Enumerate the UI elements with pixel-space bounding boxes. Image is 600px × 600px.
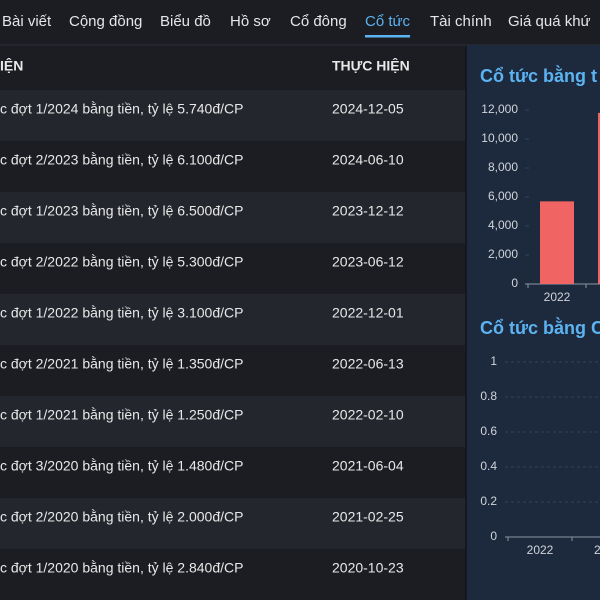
- y-tick-label: 0.4: [480, 459, 497, 473]
- row-description: c đợt 2/2020 bằng tiền, tỷ lệ 2.000đ/CP: [0, 509, 243, 525]
- table-row: [0, 192, 465, 243]
- row-date: 2024-06-10: [332, 152, 404, 168]
- row-date: 2023-12-12: [332, 203, 404, 219]
- nav-tab[interactable]: Giá quá khứ: [508, 13, 591, 30]
- row-date: 2024-12-05: [332, 101, 404, 117]
- table-row: [0, 549, 465, 600]
- row-description: c đợt 3/2020 bằng tiền, tỷ lệ 1.480đ/CP: [0, 458, 243, 474]
- table-row: [0, 90, 465, 141]
- y-tick-label: 4,000: [488, 218, 518, 232]
- x-tick-label: 2022: [544, 290, 571, 304]
- nav-tab[interactable]: Hồ sơ: [230, 13, 271, 30]
- table-row: [0, 498, 465, 549]
- row-description: c đợt 1/2024 bằng tiền, tỷ lệ 5.740đ/CP: [0, 101, 243, 117]
- x-tick-label: 2022: [527, 543, 554, 557]
- row-date: 2023-06-12: [332, 254, 404, 270]
- y-tick-label: 6,000: [488, 189, 518, 203]
- row-description: c đợt 1/2020 bằng tiền, tỷ lệ 2.840đ/CP: [0, 560, 243, 576]
- y-tick-label: 0.8: [480, 389, 497, 403]
- table-row: [0, 396, 465, 447]
- row-date: 2022-12-01: [332, 305, 404, 321]
- y-tick-label: 10,000: [481, 131, 518, 145]
- table-row: [0, 345, 465, 396]
- row-date: 2021-02-25: [332, 509, 404, 525]
- table-row: [0, 243, 465, 294]
- row-description: c đợt 2/2023 bằng tiền, tỷ lệ 6.100đ/CP: [0, 152, 243, 168]
- y-tick-label: 0: [511, 276, 518, 290]
- nav-tab[interactable]: Biểu đồ: [160, 13, 211, 30]
- nav-tab[interactable]: Cộng đồng: [69, 13, 142, 30]
- row-description: c đợt 2/2022 bằng tiền, tỷ lệ 5.300đ/CP: [0, 254, 243, 270]
- y-tick-label: 0: [490, 529, 497, 543]
- row-date: 2020-10-23: [332, 560, 404, 576]
- x-tick-label: 202: [594, 543, 600, 557]
- row-description: c đợt 1/2023 bằng tiền, tỷ lệ 6.500đ/CP: [0, 203, 243, 219]
- nav-tab[interactable]: Tài chính: [430, 13, 492, 30]
- column-header: IỆN: [0, 57, 23, 74]
- chart-title: Cổ tức bằng t: [480, 65, 597, 86]
- y-tick-label: 0.6: [480, 424, 497, 438]
- row-description: c đợt 2/2021 bằng tiền, tỷ lệ 1.350đ/CP: [0, 356, 243, 372]
- row-date: 2022-06-13: [332, 356, 404, 372]
- row-description: c đợt 1/2022 bằng tiền, tỷ lệ 3.100đ/CP: [0, 305, 243, 321]
- column-header: THỰC HIỆN: [332, 57, 410, 74]
- row-date: 2022-02-10: [332, 407, 404, 423]
- table-row: [0, 294, 465, 345]
- nav-tab[interactable]: Cổ tức: [365, 13, 411, 30]
- table-row: [0, 141, 465, 192]
- chart-panel: [467, 45, 600, 600]
- nav-bar: [0, 0, 600, 45]
- row-date: 2021-06-04: [332, 458, 404, 474]
- row-description: c đợt 1/2021 bằng tiền, tỷ lệ 1.250đ/CP: [0, 407, 243, 423]
- table-header: [0, 46, 465, 90]
- active-tab-underline: [365, 35, 411, 38]
- y-tick-label: 1: [490, 354, 497, 368]
- table-row: [0, 447, 465, 498]
- nav-tab[interactable]: Bài viết: [2, 13, 52, 30]
- y-tick-label: 0.2: [480, 494, 497, 508]
- y-tick-label: 2,000: [488, 247, 518, 261]
- y-tick-label: 12,000: [481, 102, 518, 116]
- nav-tab[interactable]: Cổ đông: [290, 13, 347, 30]
- bar: [540, 201, 574, 284]
- y-tick-label: 8,000: [488, 160, 518, 174]
- chart-title: Cổ tức bằng C: [480, 317, 600, 338]
- bar: [598, 112, 600, 285]
